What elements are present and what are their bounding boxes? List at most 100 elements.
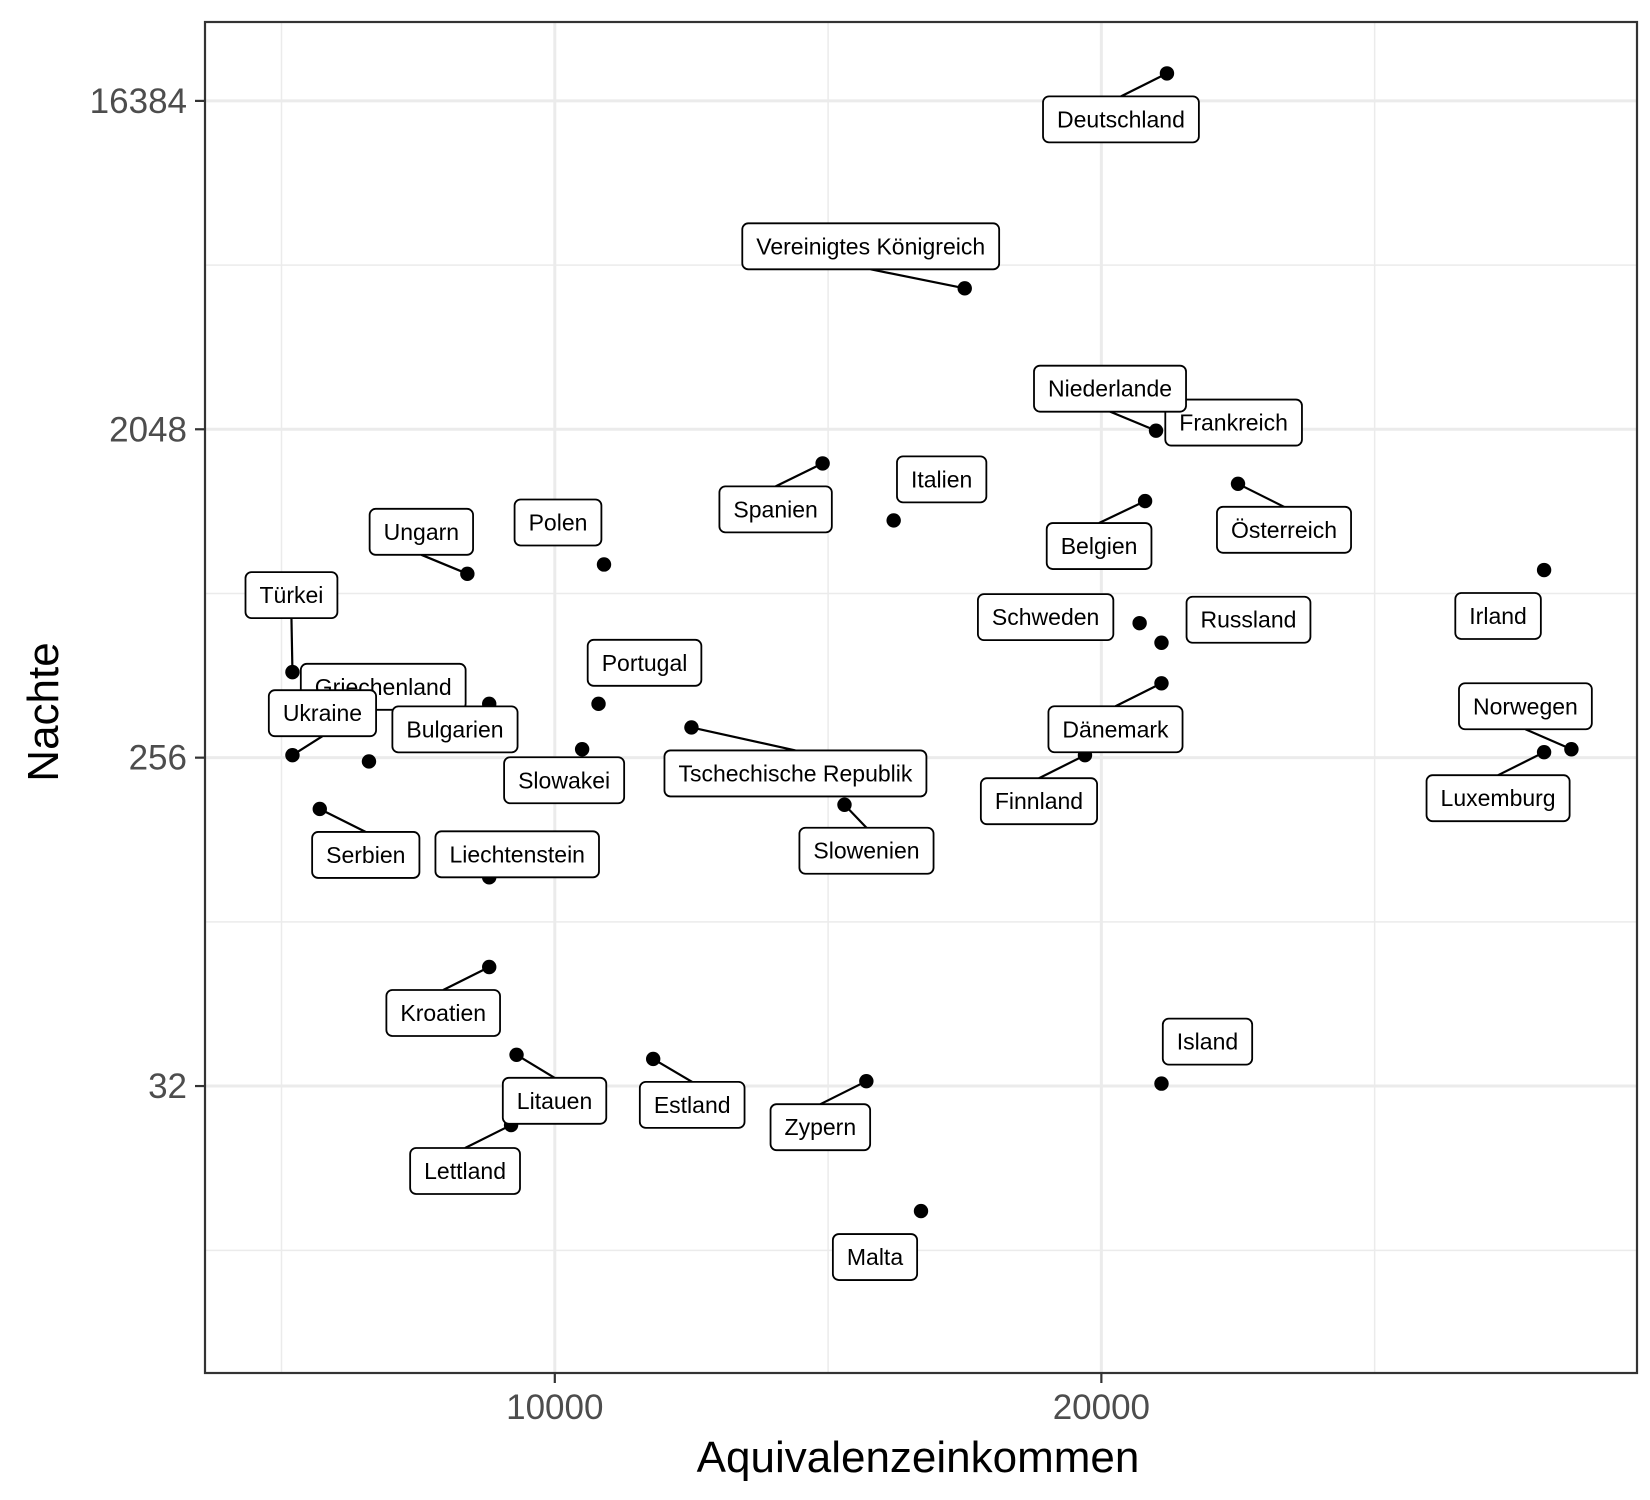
data-point [596, 557, 612, 572]
data-label: Bulgarien [391, 705, 519, 754]
data-point [1230, 476, 1246, 492]
data-point [591, 696, 606, 712]
data-label-box [1458, 682, 1593, 731]
data-point [285, 664, 300, 680]
data-label-box [409, 1147, 521, 1195]
data-label: Litauen [501, 1076, 608, 1125]
data-label: Deutschland [1042, 95, 1200, 144]
data-point [1132, 615, 1147, 631]
data-label-box [718, 485, 833, 534]
data-label-box [831, 1233, 919, 1281]
label-leader-line [1114, 682, 1162, 708]
data-label-box [741, 222, 1001, 271]
data-label: Zypern [769, 1103, 872, 1152]
data-label-text: Polen [529, 509, 588, 535]
data-label-box [1216, 505, 1352, 554]
data-point [361, 754, 377, 769]
data-label: Vereinigtes Königreich [741, 222, 1001, 271]
data-point [1536, 745, 1552, 760]
x-axis: 10000 20000 [506, 1373, 1150, 1427]
data-label: Norwegen [1458, 682, 1593, 731]
data-label-box [586, 638, 703, 687]
data-label-text: Ukraine [283, 700, 362, 726]
data-label-text: Slowakei [518, 767, 610, 793]
label-leader-line [652, 1057, 693, 1083]
data-label-text: Deutschland [1057, 106, 1185, 132]
data-label-box [638, 1081, 746, 1129]
data-label-text: Slowenien [813, 838, 919, 864]
data-label-text: Niederlande [1048, 376, 1172, 402]
data-label-text: Belgien [1061, 533, 1138, 559]
y-tick-label: 2048 [109, 410, 187, 449]
data-label: Island [1161, 1017, 1254, 1066]
data-label-text: Serbien [326, 842, 405, 868]
data-label: Ungarn [368, 507, 474, 556]
data-label-text: Russland [1201, 607, 1297, 633]
data-label-text: Lettland [424, 1158, 506, 1184]
data-label-box [267, 689, 377, 738]
data-label: Liechtenstein [434, 830, 600, 879]
data-label-text: Österreich [1231, 517, 1337, 543]
data-label-box [503, 756, 626, 805]
data-point [886, 513, 901, 528]
data-label-box [1033, 364, 1187, 413]
data-label-text: Spanien [733, 496, 817, 522]
data-label-text: Tschechische Republik [678, 760, 912, 786]
data-label-box [798, 826, 935, 875]
data-label-text: Irland [1469, 603, 1527, 629]
panel-border [203, 20, 1639, 1375]
data-label: Serbien [311, 831, 421, 879]
data-label-text: Island [1177, 1029, 1238, 1055]
data-label-box [1047, 705, 1184, 754]
data-point [1154, 635, 1169, 650]
label-leader-line [1237, 482, 1285, 508]
data-label-box [769, 1103, 872, 1152]
data-label-text: Luxemburg [1441, 785, 1556, 811]
data-label: Slowenien [798, 826, 935, 875]
data-label: Italien [896, 455, 988, 504]
data-label: Portugal [586, 638, 703, 687]
data-point [1137, 493, 1153, 509]
data-label-text: Norwegen [1473, 693, 1578, 719]
data-label-text: Schweden [992, 604, 1099, 630]
data-label-text: Bulgarien [406, 716, 503, 742]
data-label: Estland [638, 1081, 746, 1129]
data-label: Irland [1454, 592, 1542, 640]
data-label-text: Litauen [517, 1088, 592, 1114]
data-label-box [663, 749, 928, 798]
data-label-text: Estland [654, 1092, 731, 1118]
data-label: Ukraine [267, 689, 377, 738]
data-point [1154, 676, 1169, 691]
data-point [837, 797, 852, 812]
data-label: Österreich [1216, 505, 1352, 554]
label-leader-line [442, 966, 490, 991]
y-tick-label: 256 [129, 739, 187, 778]
data-label-box [1454, 592, 1542, 640]
label-leader-line [1497, 751, 1545, 777]
data-label: Spanien [718, 485, 833, 534]
data-point [285, 748, 300, 763]
data-label: Tschechische Republik [663, 749, 928, 798]
data-point [1564, 742, 1579, 757]
data-label-text: Finnland [995, 788, 1083, 814]
data-point [645, 1051, 661, 1067]
data-point [1148, 423, 1164, 438]
data-point [1159, 66, 1175, 81]
data-label: Luxemburg [1425, 774, 1571, 823]
data-label-box [391, 705, 519, 754]
data-point [957, 281, 972, 296]
data-label-box [1161, 1017, 1254, 1066]
data-label-box [385, 989, 501, 1037]
data-label-text: Kroatien [400, 1000, 486, 1026]
data-point [859, 1073, 874, 1089]
data-label-text: Liechtenstein [449, 841, 585, 867]
x-axis-title: Aquivalenzeinkommen [697, 1433, 1140, 1482]
y-axis-title: Nachte [19, 642, 68, 781]
x-tick-label: 20000 [1053, 1388, 1150, 1427]
data-point [1154, 1076, 1169, 1091]
data-label: Finnland [979, 777, 1098, 826]
label-leader-line [1524, 728, 1572, 751]
label-leader-line [1120, 72, 1168, 98]
data-label: Malta [831, 1233, 919, 1281]
data-point [913, 1203, 929, 1219]
